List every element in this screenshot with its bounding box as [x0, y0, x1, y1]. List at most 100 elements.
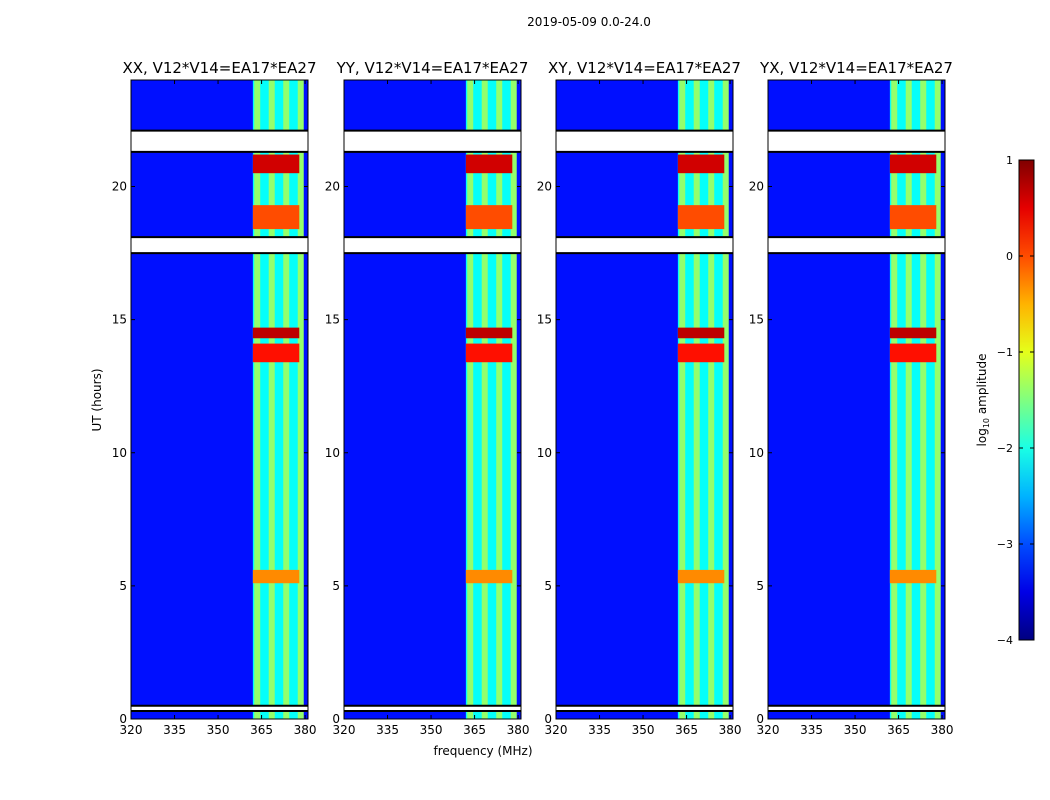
x-tick-label: 365 — [463, 723, 486, 737]
x-tick-label: 320 — [545, 723, 568, 737]
figure-suptitle: 2019-05-09 0.0-24.0 — [527, 15, 651, 29]
signal-channel — [934, 80, 941, 719]
flagged-interval — [556, 130, 733, 152]
y-tick-label: 5 — [544, 579, 552, 593]
bright-interval — [889, 154, 937, 174]
x-tick-label: 350 — [844, 723, 867, 737]
bright-interval — [677, 205, 725, 230]
axes-frame — [130, 79, 309, 720]
signal-channel — [268, 80, 275, 719]
colorbar-tick-label: −2 — [997, 442, 1013, 455]
heatmap-image — [344, 80, 521, 719]
y-tick-label: 20 — [749, 180, 764, 194]
x-tick-label: 380 — [507, 723, 530, 737]
signal-channel — [679, 80, 686, 719]
y-tick-label: 10 — [325, 446, 340, 460]
panels-group: XX, V12*V14=EA17*EA27 320 335 350 365 380 0 5 10… — [112, 59, 954, 737]
flagged-interval — [344, 237, 521, 254]
x-tick-label: 335 — [588, 723, 611, 737]
signal-channel — [283, 80, 290, 719]
bright-interval — [465, 569, 513, 584]
panel-title: YY, V12*V14=EA17*EA27 — [336, 59, 529, 77]
flagged-interval — [344, 130, 521, 152]
axes-frame — [555, 79, 734, 720]
y-tick-label: 0 — [119, 712, 127, 726]
bright-interval — [252, 327, 300, 339]
y-tick-label: 0 — [544, 712, 552, 726]
signal-channel — [693, 80, 700, 719]
signal-channel — [496, 80, 503, 719]
y-tick-label: 5 — [332, 579, 340, 593]
x-tick-label: 335 — [163, 723, 186, 737]
bright-interval — [889, 205, 937, 230]
x-tick-label: 350 — [632, 723, 655, 737]
flagged-interval — [131, 130, 308, 152]
signal-channel — [297, 80, 304, 719]
signal-band — [677, 80, 725, 719]
bright-interval — [677, 343, 725, 363]
x-tick-label: 335 — [800, 723, 823, 737]
signal-channel — [467, 80, 474, 719]
signal-channel — [481, 80, 488, 719]
signal-channel — [510, 80, 517, 719]
x-tick-label: 350 — [207, 723, 230, 737]
y-tick-label: 5 — [119, 579, 127, 593]
bright-interval — [465, 205, 513, 230]
flagged-interval — [768, 130, 945, 152]
panel-yy: YY, V12*V14=EA17*EA27 320 335 350 365 380 0 5 10… — [325, 59, 530, 737]
colorbar-tick-label: 1 — [1006, 154, 1013, 167]
bright-interval — [252, 569, 300, 584]
x-tick-label: 365 — [675, 723, 698, 737]
y-tick-label: 15 — [112, 313, 127, 327]
x-tick-label: 320 — [757, 723, 780, 737]
heatmap-image — [131, 80, 308, 719]
signal-band — [465, 80, 513, 719]
panel-yx: YX, V12*V14=EA17*EA27 320 335 350 365 380 0 5 10… — [749, 59, 954, 737]
y-tick-label: 20 — [325, 180, 340, 194]
colorbar-tick-label: −3 — [997, 538, 1013, 551]
bright-interval — [465, 154, 513, 174]
y-tick-label: 20 — [112, 180, 127, 194]
x-tick-label: 320 — [120, 723, 143, 737]
bright-interval — [889, 327, 937, 339]
panel-title: XX, V12*V14=EA17*EA27 — [122, 59, 316, 77]
y-tick-label: 20 — [537, 180, 552, 194]
signal-band — [252, 80, 300, 719]
x-tick-label: 320 — [333, 723, 356, 737]
y-axis-label: UT (hours) — [90, 368, 104, 431]
bright-interval — [889, 343, 937, 363]
colorbar-gradient — [1018, 159, 1035, 641]
y-tick-label: 0 — [332, 712, 340, 726]
bright-interval — [252, 205, 300, 230]
y-tick-label: 10 — [112, 446, 127, 460]
panel-xx: XX, V12*V14=EA17*EA27 320 335 350 365 380 0 5 10… — [112, 59, 317, 737]
bright-interval — [465, 327, 513, 339]
x-tick-label: 380 — [931, 723, 954, 737]
bright-interval — [252, 343, 300, 363]
x-tick-label: 365 — [887, 723, 910, 737]
colorbar-label: log10 amplitude — [975, 354, 991, 447]
signal-channel — [905, 80, 912, 719]
axes-frame — [767, 79, 946, 720]
bright-interval — [677, 569, 725, 584]
y-tick-label: 0 — [756, 712, 764, 726]
x-tick-label: 380 — [294, 723, 317, 737]
y-tick-label: 5 — [756, 579, 764, 593]
x-tick-label: 335 — [376, 723, 399, 737]
signal-channel — [722, 80, 729, 719]
colorbar: 1 0 −1 −2 −3 −4 log10 amplitude — [975, 154, 1035, 647]
signal-channel — [254, 80, 261, 719]
bright-interval — [889, 569, 937, 584]
signal-band — [889, 80, 937, 719]
bright-interval — [677, 154, 725, 174]
flagged-interval — [556, 237, 733, 254]
panel-title: XY, V12*V14=EA17*EA27 — [548, 59, 741, 77]
flagged-interval — [768, 705, 945, 712]
signal-channel — [708, 80, 715, 719]
bright-interval — [465, 343, 513, 363]
flagged-interval — [556, 705, 733, 712]
flagged-interval — [344, 705, 521, 712]
axes-frame — [343, 79, 522, 720]
y-tick-label: 10 — [537, 446, 552, 460]
